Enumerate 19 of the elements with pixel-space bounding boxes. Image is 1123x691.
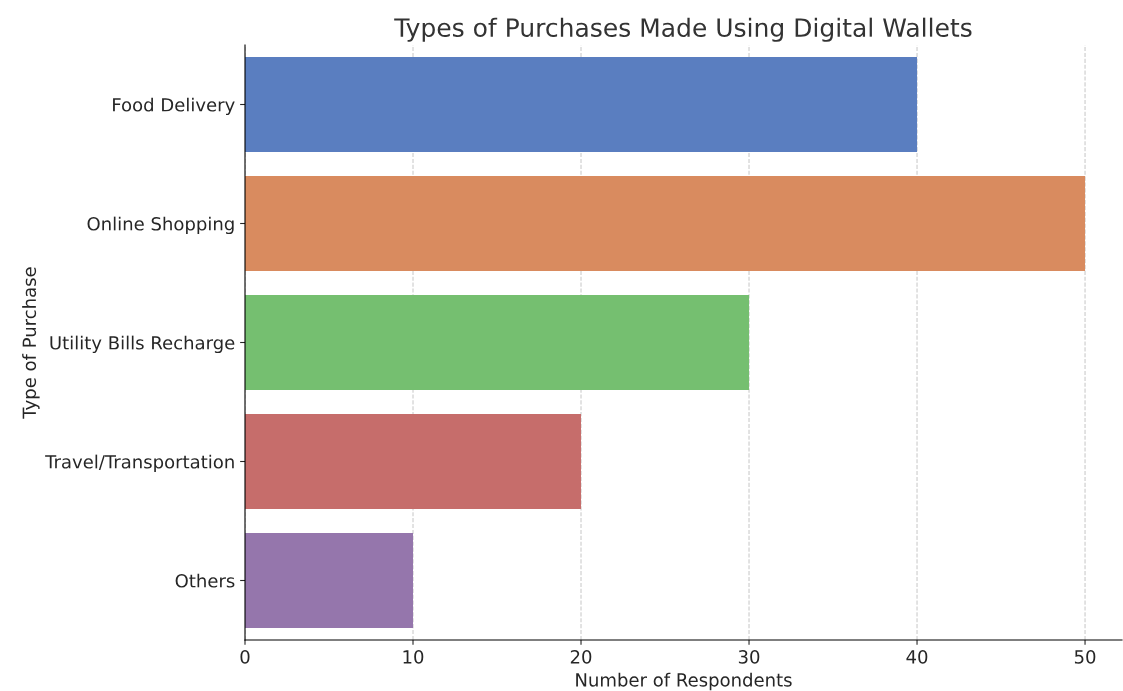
bar <box>245 294 750 391</box>
x-tick-label: 30 <box>738 650 760 664</box>
bar <box>245 175 1086 272</box>
bar <box>245 532 414 629</box>
x-tick-label: 50 <box>1074 650 1096 664</box>
chart-title: Types of Purchases Made Using Digital Wallets <box>394 17 972 42</box>
y-tick-label: Others <box>175 573 235 588</box>
x-axis-title: Number of Respondents <box>576 672 792 691</box>
x-tick-label: 40 <box>906 650 928 664</box>
bar <box>245 413 582 510</box>
bar <box>245 56 918 153</box>
x-tick-label: 0 <box>240 650 250 664</box>
y-axis-title: Type of Purchase <box>22 267 40 419</box>
x-tick-label: 20 <box>570 650 592 664</box>
y-tick-label: Utility Bills Recharge <box>50 335 235 354</box>
x-tick-label: 10 <box>403 650 424 664</box>
y-tick-label: Online Shopping <box>87 216 234 235</box>
y-tick-label: Food Delivery <box>113 97 235 116</box>
y-tick-label: Travel/Transportation <box>45 454 234 473</box>
